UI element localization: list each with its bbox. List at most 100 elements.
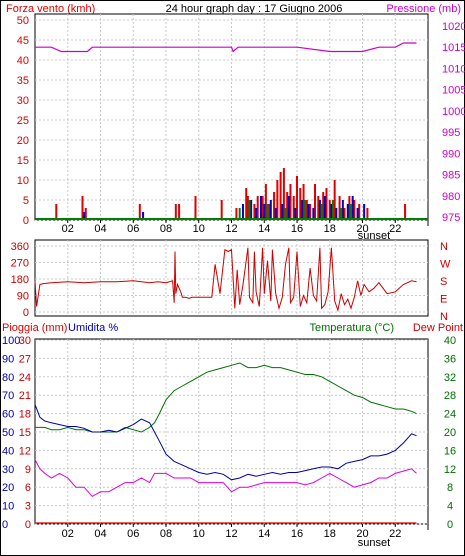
temperature-y-tick: 24 <box>444 409 456 421</box>
wind-bar <box>332 200 335 220</box>
wind-bar <box>273 192 276 220</box>
temperature-y-tick: 32 <box>444 372 456 384</box>
wind-bar <box>348 196 351 220</box>
wind-y-tick: 50 <box>17 15 29 27</box>
humidity-y-tick: 0 <box>2 519 8 531</box>
rain-y-tick: 27 <box>19 353 31 365</box>
wind-bar <box>286 192 289 220</box>
wind-y-tick: 10 <box>17 175 29 187</box>
wind-bar <box>287 196 290 220</box>
wind-bar <box>309 204 312 220</box>
wind-y-axis: 0 5 10 15 20 25 30 35 40 45 50 <box>17 15 29 227</box>
humidity-panel: Pioggia (mm) Umidita % Temperatura (°C) … <box>2 322 463 549</box>
humidity-y-tick: 60 <box>2 409 14 421</box>
x-tick-label: 04 <box>94 528 106 540</box>
x-tick-label: 08 <box>160 223 172 235</box>
wind-bar <box>341 200 344 220</box>
wind-bar <box>178 204 181 220</box>
humidity-y-tick: 10 <box>2 501 14 513</box>
wind-bar <box>238 208 241 220</box>
humidity-y-tick: 80 <box>2 372 14 384</box>
rain-y-tick: 15 <box>19 427 31 439</box>
x-tick-label: 12 <box>225 223 237 235</box>
wind-bar <box>241 204 244 220</box>
compass-letter: S <box>440 276 447 288</box>
compass-letter: W <box>440 259 451 271</box>
rain-y-tick: 12 <box>19 445 31 457</box>
sunset-label-bottom: sunset <box>358 537 390 549</box>
rain-y-tick: 9 <box>25 464 31 476</box>
temperature-y-tick: 8 <box>447 482 453 494</box>
x-tick-label: 10 <box>193 528 205 540</box>
wind-bar <box>314 184 317 220</box>
pressure-y-tick: 975 <box>442 212 460 224</box>
wind-title: Forza vento (kmh) <box>6 3 95 15</box>
wind-bars <box>35 168 428 220</box>
rain-y-tick: 21 <box>19 390 31 402</box>
humidity-y-tick: 50 <box>2 427 14 439</box>
temperature-y-axis: 0 4 8 12 16 20 24 28 32 36 40 <box>444 335 456 531</box>
wind-bar <box>263 204 266 220</box>
direction-y-tick: 270 <box>11 258 29 270</box>
wind-bar <box>235 208 238 220</box>
humidity-y-tick: 30 <box>2 464 14 476</box>
rain-y-tick: 6 <box>25 482 31 494</box>
wind-bar <box>300 200 303 220</box>
wind-bar <box>330 204 333 220</box>
wind-y-tick: 25 <box>17 115 29 127</box>
rain-y-tick: 24 <box>19 372 31 384</box>
wind-bar <box>246 196 249 220</box>
wind-y-tick: 35 <box>17 75 29 87</box>
dewpoint-title: Dew Point <box>413 322 463 334</box>
wind-bar <box>338 196 341 220</box>
temperature-y-tick: 0 <box>447 519 453 531</box>
rain-y-tick: 18 <box>19 409 31 421</box>
wind-bar <box>269 200 272 220</box>
wind-bar <box>194 196 197 220</box>
wind-bar <box>320 204 323 220</box>
x-tick-label: 20 <box>356 223 368 235</box>
temperature-y-tick: 28 <box>444 390 456 402</box>
wind-bar <box>328 200 331 220</box>
wind-bar <box>318 200 321 220</box>
pressure-line <box>35 42 417 53</box>
temperature-y-tick: 40 <box>444 335 456 347</box>
pressure-y-tick: 1005 <box>442 85 465 97</box>
wind-bar <box>281 204 284 220</box>
direction-y-axis: 0 90 180 270 360 <box>11 241 29 319</box>
wind-x-axis: 02 04 06 08 10 12 14 16 18 20 22 <box>62 220 429 235</box>
direction-y-tick: 180 <box>11 274 29 286</box>
wind-bar <box>296 176 298 220</box>
wind-bar <box>350 204 353 220</box>
wind-bar <box>305 200 308 220</box>
temperature-title: Temperatura (°C) <box>310 322 394 334</box>
wind-bar <box>363 204 366 220</box>
x-tick-label: 18 <box>324 528 336 540</box>
temperature-y-tick: 16 <box>444 445 456 457</box>
temperature-y-tick: 36 <box>444 353 456 365</box>
wind-bar <box>366 208 369 220</box>
graph-title: 24 hour graph day : 17 Giugno 2006 <box>166 3 343 15</box>
humidity-y-tick: 100 <box>2 335 20 347</box>
humidity-grid <box>35 339 428 525</box>
x-tick-label: 14 <box>258 528 270 540</box>
wind-bar <box>302 184 305 220</box>
rain-y-tick: 30 <box>19 335 31 347</box>
x-tick-label: 10 <box>193 223 205 235</box>
pressure-y-tick: 985 <box>442 170 460 182</box>
wind-bar <box>333 180 336 220</box>
wind-bar <box>174 204 177 220</box>
wind-bar <box>335 208 338 220</box>
wind-bar <box>220 200 223 220</box>
x-tick-label: 20 <box>356 528 368 540</box>
pressure-y-tick: 1015 <box>442 42 465 54</box>
pressure-y-tick: 980 <box>442 191 460 203</box>
wind-bar <box>261 196 264 220</box>
wind-bar <box>264 184 267 220</box>
wind-bar <box>312 208 315 220</box>
wind-bar <box>322 192 325 220</box>
compass-letter: E <box>440 294 447 306</box>
